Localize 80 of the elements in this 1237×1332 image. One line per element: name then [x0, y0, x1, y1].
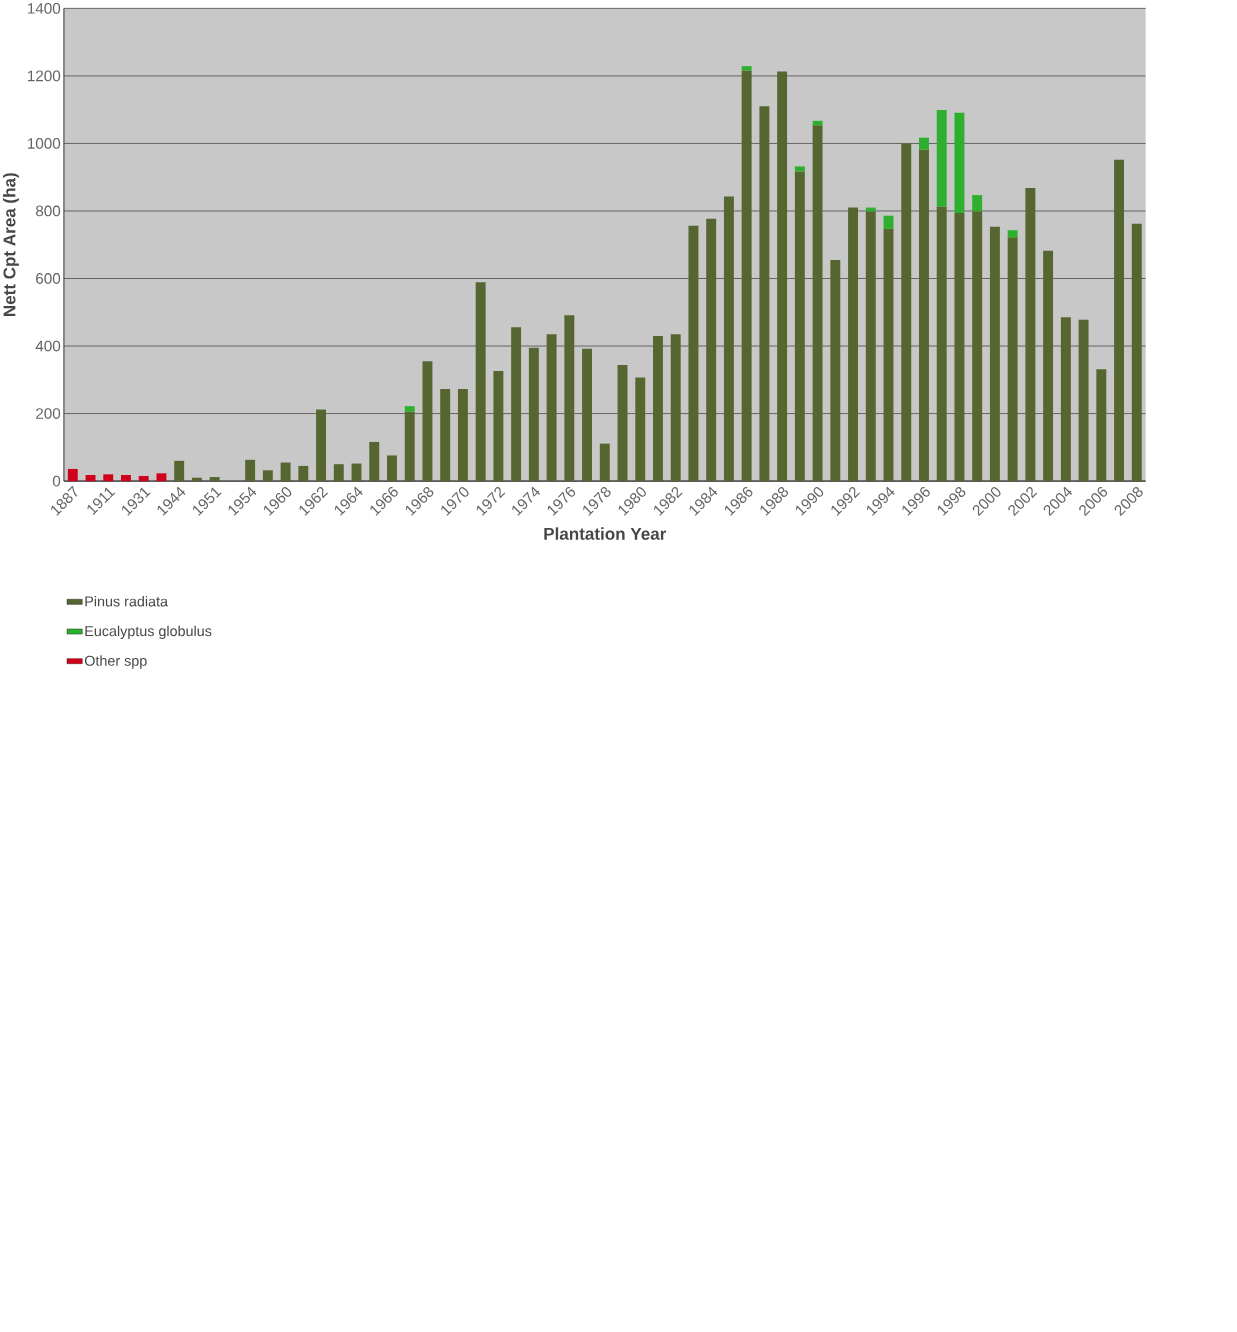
bar	[936, 110, 947, 207]
bar	[387, 455, 398, 482]
y-tick-label: 1000	[28, 138, 61, 149]
bar	[1114, 159, 1125, 482]
bar	[475, 282, 486, 482]
bar	[511, 327, 522, 482]
bar	[777, 71, 788, 482]
bar	[865, 211, 876, 482]
bar	[741, 70, 752, 482]
bar	[316, 409, 327, 482]
y-tick-label: 800	[36, 205, 61, 217]
bar	[121, 475, 132, 482]
bar	[263, 470, 273, 482]
bar	[174, 460, 185, 482]
bar	[883, 228, 894, 482]
bar	[617, 364, 628, 482]
bar	[1061, 317, 1071, 482]
bar	[1007, 230, 1018, 238]
bar	[990, 226, 1000, 482]
bar	[103, 474, 114, 482]
bar	[1007, 237, 1018, 482]
bar	[954, 213, 965, 482]
bar	[759, 106, 770, 482]
bar	[812, 120, 823, 126]
bar	[901, 143, 912, 482]
bar	[1096, 369, 1107, 482]
bar	[67, 468, 78, 482]
y-axis-title: Nett Cpt Area (ha)	[3, 173, 19, 317]
y-tick-label: 1400	[28, 2, 61, 14]
y-tick-label: 1200	[28, 70, 61, 82]
bar	[1131, 223, 1142, 482]
bar	[85, 475, 96, 482]
bar	[1043, 250, 1054, 482]
bar	[440, 388, 451, 482]
bar	[972, 195, 983, 212]
y-tick-label: 0	[52, 475, 61, 487]
bar	[670, 334, 681, 482]
y-tick-label: 600	[36, 273, 61, 284]
bar	[529, 347, 539, 482]
bar	[653, 335, 664, 482]
bar	[1025, 188, 1036, 482]
bar	[848, 207, 859, 482]
bar	[1078, 319, 1089, 482]
bar	[369, 441, 380, 482]
bar	[582, 348, 593, 482]
bar	[812, 125, 823, 482]
legend-label: Pinus radiata	[85, 595, 169, 607]
bar	[298, 465, 309, 482]
y-tick-label: 200	[36, 408, 61, 419]
bar	[599, 443, 610, 482]
bar	[209, 477, 220, 482]
bar	[245, 459, 256, 482]
bar	[830, 259, 841, 482]
bar	[954, 112, 965, 213]
bar	[795, 166, 805, 172]
legend-label: Other spp	[85, 655, 147, 669]
bar	[404, 411, 415, 482]
bar	[333, 464, 344, 482]
bar	[422, 361, 433, 482]
bar	[635, 377, 646, 482]
bar	[138, 476, 149, 482]
y-tick-label: 400	[35, 340, 61, 352]
bar	[936, 206, 947, 482]
bar	[280, 462, 291, 482]
bar	[493, 371, 504, 482]
bar	[741, 66, 752, 71]
legend-label: Eucalyptus globulus	[85, 625, 212, 640]
bar	[919, 149, 930, 482]
bar	[156, 473, 167, 482]
bar	[919, 137, 930, 150]
bar	[546, 334, 557, 482]
bar	[706, 218, 717, 482]
bar	[724, 196, 735, 482]
x-axis-title: Plantation Year	[544, 527, 667, 540]
bar	[564, 315, 575, 482]
bar	[795, 171, 805, 482]
bar	[688, 225, 699, 482]
bar	[404, 406, 415, 412]
bar	[972, 211, 983, 482]
bar	[458, 388, 469, 482]
